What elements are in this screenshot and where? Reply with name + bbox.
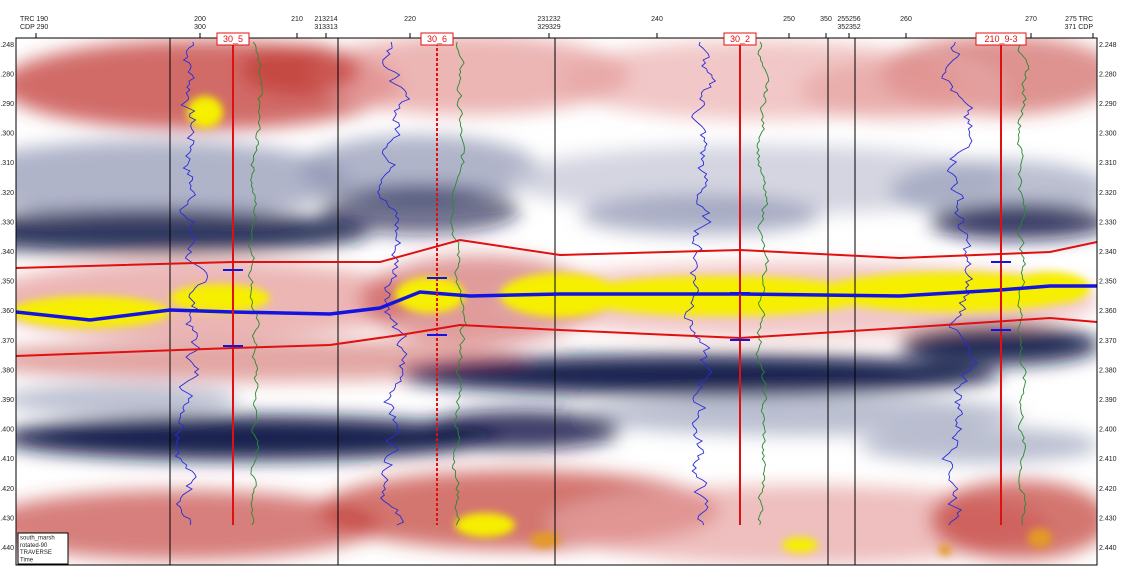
legend-text: rotated-90 <box>20 543 48 549</box>
trace-label: 231232 <box>537 16 560 23</box>
time-label: 2.410 <box>1099 456 1117 463</box>
trace-label: 371 CDP <box>1065 24 1094 31</box>
time-label: 2.330 <box>0 219 14 226</box>
time-label: 2.430 <box>1099 515 1117 522</box>
amplitude-blob <box>580 195 820 235</box>
time-label: 2.380 <box>0 367 14 374</box>
time-label: 2.300 <box>0 131 14 138</box>
trace-label: 270 <box>1025 16 1037 23</box>
trace-label: 213214 <box>314 16 337 23</box>
amplitude-blob <box>930 480 1110 560</box>
time-label: 2.360 <box>1099 308 1117 315</box>
legend-text: south_marsh <box>20 536 55 542</box>
amplitude-blob <box>420 410 620 450</box>
time-label: 2.280 <box>0 71 14 78</box>
time-label: 2.330 <box>1099 219 1117 226</box>
time-label: 2.340 <box>0 249 14 256</box>
time-label: 2.320 <box>1099 190 1117 197</box>
time-label: 2.360 <box>0 308 14 315</box>
seismic-section: 30_5 30_6 30_2 210_9-3 TRC 190CDP 290 200300 2… <box>0 0 1125 573</box>
time-label: 2.410 <box>0 456 14 463</box>
time-label: 2.340 <box>1099 249 1117 256</box>
bright-spot <box>939 544 951 556</box>
trace-label: 260 <box>900 16 912 23</box>
trace-label: CDP 290 <box>20 24 48 31</box>
trace-label: 210 <box>291 16 303 23</box>
amplitude-blob <box>930 204 1110 240</box>
trace-label: 350 <box>820 16 832 23</box>
time-label: 2.350 <box>0 279 14 286</box>
legend-text: TRAVERSE <box>20 550 52 556</box>
time-label: 2.320 <box>0 190 14 197</box>
bright-spot <box>170 284 270 312</box>
time-label: 2.248 <box>0 42 14 49</box>
time-label: 2.440 <box>0 545 14 552</box>
trace-label: 240 <box>651 16 663 23</box>
time-label: 2.390 <box>1099 397 1117 404</box>
time-label: 2.300 <box>1099 131 1117 138</box>
time-label: 2.370 <box>1099 338 1117 345</box>
well-label: 30_5 <box>223 34 243 44</box>
time-label: 2.440 <box>1099 545 1117 552</box>
time-label: 2.400 <box>1099 427 1117 434</box>
time-label: 2.310 <box>0 160 14 167</box>
amplitude-blob <box>240 45 360 95</box>
trace-label: 220 <box>404 16 416 23</box>
trace-label: 329329 <box>537 24 560 31</box>
well-label: 30_6 <box>427 34 447 44</box>
time-label: 2.248 <box>1099 42 1117 49</box>
bright-spot <box>455 513 515 537</box>
time-label: 2.380 <box>1099 367 1117 374</box>
amplitude-blob <box>800 60 1000 120</box>
trace-label: 300 <box>194 24 206 31</box>
time-label: 2.280 <box>1099 71 1117 78</box>
trace-label: TRC 190 <box>20 16 48 23</box>
time-label: 2.430 <box>0 515 14 522</box>
trace-label: 352352 <box>837 24 860 31</box>
time-label: 2.290 <box>1099 101 1117 108</box>
amplitude-blob <box>320 185 520 235</box>
time-label: 2.370 <box>0 338 14 345</box>
amplitude-blob <box>860 427 1100 463</box>
bright-spot <box>782 537 818 553</box>
well-label: 210_9-3 <box>984 34 1017 44</box>
seismic-view: 30_5 30_6 30_2 210_9-3 TRC 190CDP 290 200300 2… <box>0 0 1125 573</box>
legend-text: Time <box>20 557 34 563</box>
trace-label: 250 <box>783 16 795 23</box>
trace-label: 255256 <box>837 16 860 23</box>
time-label: 2.350 <box>1099 279 1117 286</box>
time-label: 2.420 <box>1099 486 1117 493</box>
trace-label: 200 <box>194 16 206 23</box>
time-label: 2.390 <box>0 397 14 404</box>
time-label: 2.420 <box>0 486 14 493</box>
amplitude-blob <box>0 416 500 460</box>
trace-label: 275 TRC <box>1065 16 1093 23</box>
amplitude-blob <box>0 385 240 415</box>
well-label: 30_2 <box>730 34 750 44</box>
time-label: 2.290 <box>0 101 14 108</box>
time-label: 2.310 <box>1099 160 1117 167</box>
trace-label: 313313 <box>314 24 337 31</box>
bright-spot <box>1028 528 1052 548</box>
time-label: 2.400 <box>0 427 14 434</box>
